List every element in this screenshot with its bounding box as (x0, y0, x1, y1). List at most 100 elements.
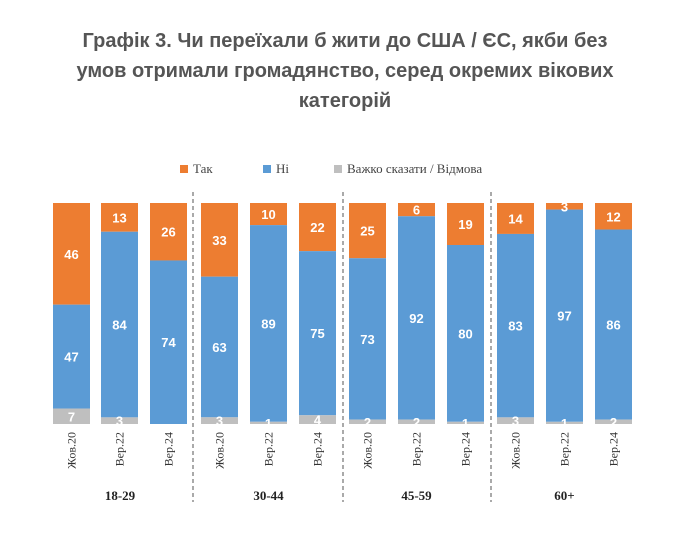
bar-segment-g1-b2-s2 (299, 415, 336, 424)
data-label-g3-b1-s2: 1 (561, 416, 568, 431)
tick-label-g2-b1: Вер.22 (410, 432, 424, 466)
data-label-g1-b0-s1: 63 (212, 340, 226, 355)
tick-label-g3-b0: Жов.20 (509, 432, 523, 469)
group-label-3: 60+ (554, 488, 574, 503)
data-label-g0-b1-s2: 3 (116, 414, 123, 429)
data-label-g3-b1-s1: 97 (557, 309, 571, 324)
bars-layer (53, 203, 632, 424)
data-label-g3-b1-s0: 3 (561, 199, 568, 214)
data-label-g0-b2-s1: 74 (161, 335, 176, 350)
bar-segment-g0-b0-s1 (53, 304, 90, 409)
bar-segment-g3-b0-s0 (497, 203, 534, 234)
data-label-g1-b0-s2: 3 (216, 414, 223, 429)
data-label-g1-b0-s0: 33 (212, 233, 226, 248)
legend: Так Ні Важко сказати / Відмова (180, 161, 482, 176)
bar-segment-g2-b0-s2 (349, 419, 386, 424)
data-label-g0-b0-s2: 7 (68, 409, 75, 424)
chart-title: Графік 3. Чи переїхали б жити до США / Є… (0, 26, 690, 116)
bar-segment-g1-b1-s1 (250, 225, 287, 422)
legend-label-1: Ні (276, 161, 289, 176)
data-label-g1-b1-s0: 10 (261, 207, 275, 222)
tick-label-g0-b0: Жов.20 (65, 432, 79, 469)
data-label-g2-b0-s0: 25 (360, 224, 374, 239)
bar-segment-g1-b0-s2 (201, 417, 238, 424)
bar-segment-g0-b0-s2 (53, 408, 90, 424)
data-label-g3-b0-s0: 14 (508, 211, 523, 226)
data-label-g2-b2-s1: 80 (458, 326, 472, 341)
tick-labels-layer: Жов.20 Вер.22 Вер.24 Жов.20 Вер.22 Вер.24 Жов.… (65, 432, 621, 469)
data-label-g2-b2-s2: 1 (462, 416, 469, 431)
bar-segment-g2-b1-s1 (398, 216, 435, 420)
bar-segment-g3-b0-s1 (497, 233, 534, 418)
bar-segment-g2-b0-s1 (349, 258, 386, 420)
legend-swatch-2 (334, 165, 342, 173)
legend-label-0: Так (193, 161, 213, 176)
tick-label-g3-b2: Вер.24 (607, 432, 621, 466)
chart-title-line-1: Графік 3. Чи переїхали б жити до США / Є… (82, 30, 608, 52)
chart-title-line-3: категорій (298, 90, 392, 112)
data-label-g0-b0-s0: 46 (64, 247, 78, 262)
data-label-g1-b1-s1: 89 (261, 316, 275, 331)
data-label-g1-b2-s1: 75 (310, 326, 324, 341)
bar-segment-g3-b0-s2 (497, 417, 534, 424)
bar-segment-g3-b1-s0 (546, 203, 583, 210)
data-label-g2-b1-s2: 2 (413, 415, 420, 430)
bar-segment-g1-b2-s1 (299, 251, 336, 416)
bar-segment-g0-b2-s1 (150, 260, 187, 424)
bar-segment-g3-b1-s1 (546, 209, 583, 422)
bar-segment-g1-b0-s0 (201, 203, 238, 277)
legend-label-2: Важко сказати / Відмова (347, 161, 482, 176)
bar-segment-g2-b2-s2 (447, 421, 484, 424)
data-label-g1-b2-s2: 4 (314, 413, 322, 428)
bar-segment-g0-b2-s0 (150, 203, 187, 261)
bar-segment-g1-b0-s1 (201, 276, 238, 418)
value-labels-layer: 4647713843267433633108912275425732692219… (64, 199, 620, 431)
tick-label-g1-b0: Жов.20 (213, 432, 227, 469)
data-label-g2-b1-s0: 6 (413, 203, 420, 218)
data-label-g3-b0-s1: 83 (508, 319, 522, 334)
bar-segment-g0-b1-s1 (101, 231, 138, 418)
group-label-2: 45-59 (401, 488, 432, 503)
tick-label-g0-b2: Вер.24 (162, 432, 176, 466)
bar-segment-g1-b2-s0 (299, 203, 336, 252)
data-label-g1-b1-s2: 1 (265, 416, 272, 431)
tick-label-g0-b1: Вер.22 (113, 432, 127, 466)
legend-swatch-1 (263, 165, 271, 173)
bar-segment-g3-b2-s2 (595, 419, 632, 424)
data-label-g2-b0-s1: 73 (360, 332, 374, 347)
data-label-g3-b0-s2: 3 (512, 414, 519, 429)
group-labels-layer: 18-29 30-44 45-59 60+ (105, 488, 575, 503)
data-label-g0-b1-s0: 13 (112, 210, 126, 225)
data-label-g2-b1-s1: 92 (409, 311, 423, 326)
bar-segment-g2-b1-s2 (398, 419, 435, 424)
legend-swatch-0 (180, 165, 188, 173)
bar-segment-g0-b0-s0 (53, 203, 90, 305)
data-label-g3-b2-s0: 12 (606, 209, 620, 224)
data-label-g1-b2-s0: 22 (310, 220, 324, 235)
bar-segment-g2-b0-s0 (349, 203, 386, 259)
bar-segment-g2-b2-s1 (447, 244, 484, 422)
group-label-1: 30-44 (253, 488, 284, 503)
bar-segment-g2-b2-s0 (447, 203, 484, 245)
bar-segment-g1-b1-s0 (250, 203, 287, 226)
tick-label-g2-b2: Вер.24 (459, 432, 473, 466)
bar-segment-g3-b2-s1 (595, 229, 632, 420)
bar-segment-g0-b1-s2 (101, 417, 138, 424)
group-label-0: 18-29 (105, 488, 136, 503)
tick-label-g3-b1: Вер.22 (558, 432, 572, 466)
chart-title-line-2: умов отримали громадянство, серед окреми… (76, 60, 614, 82)
bar-segment-g1-b1-s2 (250, 421, 287, 424)
tick-label-g1-b1: Вер.22 (262, 432, 276, 466)
data-label-g0-b0-s1: 47 (64, 350, 78, 365)
data-label-g0-b1-s1: 84 (112, 318, 127, 333)
data-label-g3-b2-s1: 86 (606, 318, 620, 333)
bar-segment-g2-b1-s0 (398, 203, 435, 217)
tick-label-g2-b0: Жов.20 (361, 432, 375, 469)
data-label-g3-b2-s2: 2 (610, 415, 617, 430)
data-label-g0-b2-s0: 26 (161, 225, 175, 240)
data-label-g2-b0-s2: 2 (364, 415, 371, 430)
bar-segment-g0-b1-s0 (101, 203, 138, 232)
data-label-g2-b2-s0: 19 (458, 217, 472, 232)
bar-segment-g3-b2-s0 (595, 203, 632, 230)
